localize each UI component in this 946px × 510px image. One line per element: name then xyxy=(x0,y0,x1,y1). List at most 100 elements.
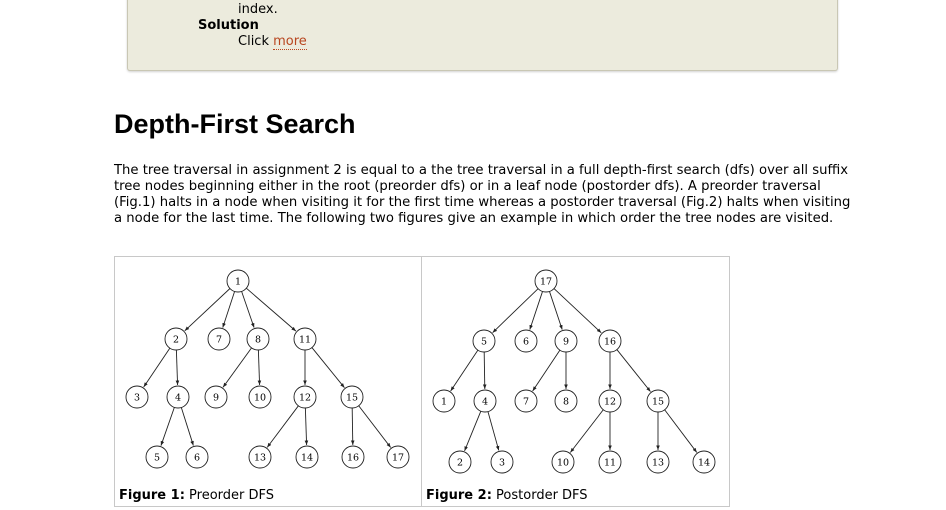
tree-node-label: 11 xyxy=(299,334,311,345)
figure-caption-text: Preorder DFS xyxy=(189,488,275,503)
tree-edge xyxy=(464,411,482,452)
tree-node-label: 9 xyxy=(563,336,569,347)
tree-node-label: 3 xyxy=(499,457,505,468)
tree-node xyxy=(295,445,319,469)
tree-node-label: 13 xyxy=(254,452,266,463)
tree-edge xyxy=(358,405,392,448)
figure-caption: Figure 2: Postorder DFS xyxy=(426,488,588,504)
figure-caption: Figure 1: Preorder DFS xyxy=(119,488,274,504)
tree-node xyxy=(551,450,575,474)
tree-node xyxy=(293,385,317,409)
section-paragraph: The tree traversal in assignment 2 is eq… xyxy=(114,163,851,226)
tree-edge xyxy=(450,349,479,392)
tree-node xyxy=(490,450,514,474)
tree-edge xyxy=(184,288,231,332)
tree-node-label: 12 xyxy=(299,392,311,403)
tree-node-label: 15 xyxy=(346,392,358,403)
tree-node-label: 13 xyxy=(652,457,664,468)
tree-node xyxy=(164,327,188,351)
tree-node-label: 12 xyxy=(604,396,616,407)
tree-node-label: 10 xyxy=(254,392,266,403)
tree-node xyxy=(204,385,228,409)
tree-node xyxy=(185,445,209,469)
postorder-tree-diagram: 175 6 9 161 4 7 8 12 152 3 10 11 13 14 xyxy=(432,269,716,474)
tree-node xyxy=(646,450,670,474)
tree-node xyxy=(554,389,578,413)
tree-node-label: 4 xyxy=(482,396,488,407)
solution-info-box: index. Solution Click more xyxy=(127,0,838,71)
tree-node-label: 11 xyxy=(604,457,616,468)
tree-node xyxy=(246,327,270,351)
tree-node xyxy=(226,269,250,293)
figure-preorder-dfs: 1 2 7 8 11 3 4 9 10 12 15 5 6 13 14 16 17 Figure 1: Preo… xyxy=(114,256,423,507)
tree-node-label: 3 xyxy=(134,392,140,403)
tree-edge xyxy=(222,291,236,328)
tree-edge xyxy=(350,407,355,446)
tree-edge xyxy=(257,349,262,386)
tree-edge xyxy=(160,407,175,446)
tree-edge xyxy=(304,407,309,446)
click-text: Click xyxy=(238,34,269,49)
tree-node xyxy=(166,385,190,409)
section-title: Depth-First Search xyxy=(114,109,356,139)
tree-node-label: 17 xyxy=(392,452,404,463)
tree-node xyxy=(472,329,496,353)
tree-edge xyxy=(311,347,345,388)
tree-node-label: 4 xyxy=(175,392,181,403)
tree-edge xyxy=(246,287,297,332)
tree-node xyxy=(514,389,538,413)
tree-edge xyxy=(175,349,180,386)
tree-edge xyxy=(222,347,252,388)
tree-node xyxy=(598,450,622,474)
tree-node xyxy=(514,329,538,353)
tree-edge xyxy=(616,349,651,392)
tree-node xyxy=(207,327,231,351)
tree-node-label: 2 xyxy=(457,457,463,468)
tree-node xyxy=(386,445,410,469)
tree-node-label: 6 xyxy=(194,452,200,463)
tree-node-label: 7 xyxy=(523,396,529,407)
tree-edge xyxy=(664,409,698,453)
tree-node-label: 5 xyxy=(481,336,487,347)
figure-postorder-dfs: 17 5 6 9 16 1 4 7 8 12 15 2 3 10 11 13 14 Figure 2: Post… xyxy=(421,256,730,507)
figure-caption-label: Figure 2: xyxy=(426,488,492,503)
tree-edge xyxy=(180,407,194,446)
tree-edge xyxy=(266,405,299,448)
tree-node-label: 10 xyxy=(557,457,569,468)
tree-node-label: 16 xyxy=(604,336,616,347)
tree-node-label: 6 xyxy=(523,336,529,347)
tree-node xyxy=(432,389,456,413)
tree-node xyxy=(293,327,317,351)
tree-node-label: 1 xyxy=(441,396,447,407)
tree-node-label: 14 xyxy=(301,452,313,463)
solution-line: Click more xyxy=(238,34,307,50)
tree-node-label: 16 xyxy=(347,452,359,463)
tree-node xyxy=(554,329,578,353)
tree-node xyxy=(692,450,716,474)
tree-node-label: 15 xyxy=(652,396,664,407)
tree-edge xyxy=(487,411,500,451)
tree-node-label: 7 xyxy=(216,334,222,345)
tree-node xyxy=(248,385,272,409)
more-link[interactable]: more xyxy=(273,34,307,50)
tree-node-label: 9 xyxy=(213,392,219,403)
preorder-tree-diagram: 12 7 8 113 4 9 10 12 155 6 13 14 16 17 xyxy=(125,269,410,469)
tree-node xyxy=(598,329,622,353)
info-text-line: index. xyxy=(238,2,278,17)
tree-node-label: 14 xyxy=(698,457,710,468)
tree-node xyxy=(248,445,272,469)
tree-edge xyxy=(241,291,255,328)
tree-node xyxy=(473,389,497,413)
tree-node xyxy=(145,445,169,469)
tree-edge xyxy=(549,291,563,330)
figure-caption-text: Postorder DFS xyxy=(496,488,588,503)
tree-node-label: 1 xyxy=(235,276,241,287)
tree-node xyxy=(534,269,558,293)
tree-node-label: 2 xyxy=(173,334,179,345)
tree-edge xyxy=(529,291,543,330)
tree-node-label: 5 xyxy=(154,452,160,463)
tree-edge xyxy=(143,347,171,388)
tree-node xyxy=(340,385,364,409)
tree-node-label: 17 xyxy=(540,276,552,287)
figure-caption-label: Figure 1: xyxy=(119,488,185,503)
